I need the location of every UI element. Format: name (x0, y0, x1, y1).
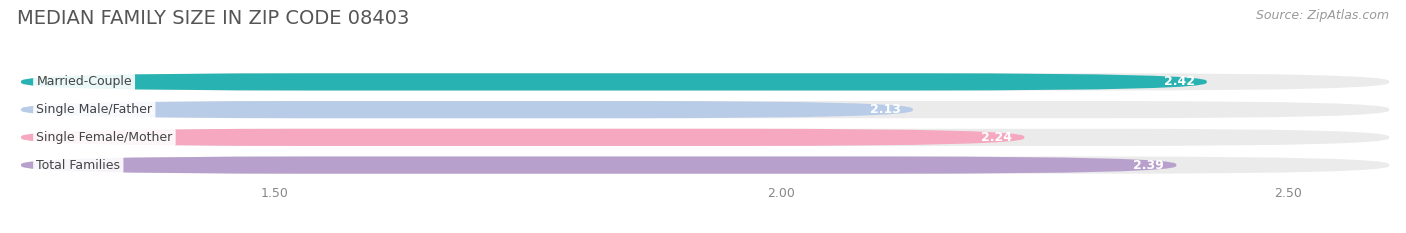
FancyBboxPatch shape (21, 101, 912, 118)
FancyBboxPatch shape (21, 73, 1206, 90)
Text: MEDIAN FAMILY SIZE IN ZIP CODE 08403: MEDIAN FAMILY SIZE IN ZIP CODE 08403 (17, 9, 409, 28)
Text: Total Families: Total Families (37, 159, 121, 171)
Text: 2.24: 2.24 (981, 131, 1012, 144)
Text: 2.42: 2.42 (1164, 75, 1195, 88)
Text: Single Male/Father: Single Male/Father (37, 103, 152, 116)
FancyBboxPatch shape (21, 129, 1389, 146)
Text: 2.13: 2.13 (870, 103, 901, 116)
Text: Married-Couple: Married-Couple (37, 75, 132, 88)
FancyBboxPatch shape (21, 73, 1389, 90)
Text: Single Female/Mother: Single Female/Mother (37, 131, 173, 144)
FancyBboxPatch shape (21, 101, 1389, 118)
FancyBboxPatch shape (21, 157, 1389, 174)
Text: Source: ZipAtlas.com: Source: ZipAtlas.com (1256, 9, 1389, 22)
Text: 2.39: 2.39 (1133, 159, 1164, 171)
FancyBboxPatch shape (21, 157, 1177, 174)
FancyBboxPatch shape (21, 129, 1025, 146)
